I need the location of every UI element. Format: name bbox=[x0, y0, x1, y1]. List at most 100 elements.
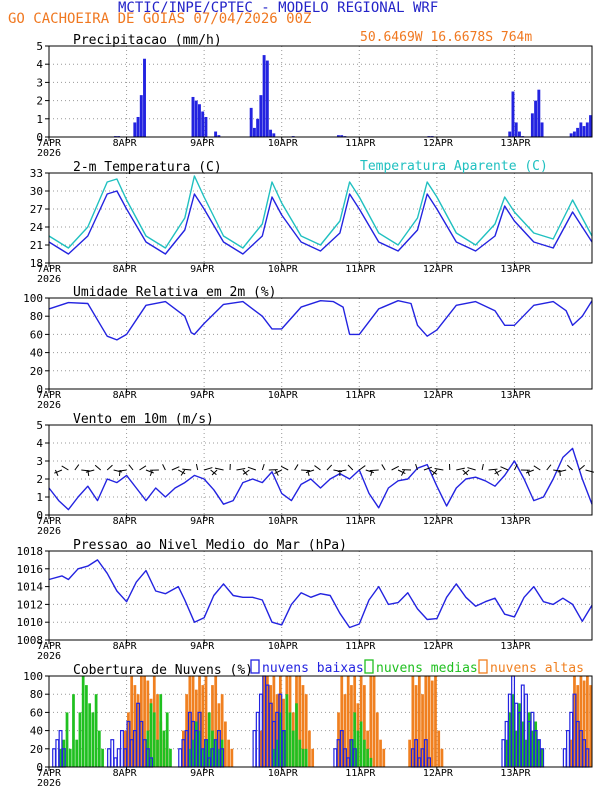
x-tick-label: 12APR bbox=[423, 516, 454, 527]
wind-arrow bbox=[195, 463, 199, 471]
precip-bar bbox=[191, 96, 195, 137]
cloud-bar-orange bbox=[372, 676, 376, 767]
wind-arrow bbox=[578, 464, 585, 471]
y-tick-label: 3 bbox=[36, 76, 43, 89]
y-tick-label: 80 bbox=[30, 310, 43, 323]
cloud-bar-green bbox=[75, 739, 79, 767]
wind-arrow bbox=[81, 469, 91, 472]
cloud-bar-orange bbox=[127, 712, 130, 767]
y-tick-label: 33 bbox=[30, 167, 43, 180]
cloud-bar-green bbox=[169, 748, 172, 767]
cloud-bar-orange bbox=[304, 694, 308, 767]
precip-bar bbox=[256, 118, 260, 137]
y-tick-label: 20 bbox=[30, 365, 43, 378]
cloud-bar-blue bbox=[333, 748, 338, 768]
precip-bar bbox=[340, 135, 344, 137]
x-tick-label: 11APR bbox=[345, 641, 376, 652]
wind-arrow bbox=[566, 464, 573, 471]
cloud-bar-green bbox=[534, 721, 538, 767]
x-tick-label: 9APR bbox=[190, 516, 215, 527]
panel-title: Vento em 10m (m/s) bbox=[73, 412, 214, 427]
y-tick-label: 1016 bbox=[17, 563, 44, 576]
precip-bar bbox=[517, 131, 521, 137]
wind-arrow bbox=[274, 469, 282, 474]
panel-title: 2-m Temperatura (C) bbox=[73, 160, 222, 175]
wind-arrow bbox=[85, 469, 95, 473]
cloud-bar-green bbox=[65, 712, 69, 767]
panel-title: Precipitacao (mm/h) bbox=[73, 33, 222, 48]
x-tick-label: 9APR bbox=[190, 264, 215, 275]
cloud-bar-orange bbox=[224, 721, 227, 767]
wind-arrow bbox=[488, 468, 498, 471]
wind-arrow bbox=[55, 469, 59, 476]
cloud-bar-orange bbox=[308, 730, 311, 767]
cloud-bar-green bbox=[68, 748, 72, 767]
wind-arrow bbox=[365, 469, 374, 474]
cloud-bar-blue bbox=[255, 711, 260, 768]
cloud-bar-orange bbox=[408, 739, 411, 767]
precip-bar bbox=[136, 116, 140, 137]
x-tick-label: 12APR bbox=[423, 264, 454, 275]
wind-arrow bbox=[54, 469, 63, 474]
y-tick-label: 3 bbox=[36, 455, 43, 468]
cloud-bar-orange bbox=[586, 676, 589, 767]
cloud-bar-green bbox=[188, 748, 192, 767]
cloud-bar-green bbox=[59, 748, 62, 767]
wind-arrow bbox=[347, 464, 354, 471]
x-tick-label: 13APR bbox=[500, 641, 531, 652]
precip-bar bbox=[579, 122, 583, 137]
cloud-bar-green bbox=[350, 739, 353, 767]
y-tick-label: 27 bbox=[30, 203, 43, 216]
wind-arrow bbox=[526, 469, 531, 476]
wind-arrow bbox=[182, 468, 192, 471]
wind-arrow bbox=[139, 465, 147, 471]
cloud-bar-green bbox=[214, 739, 218, 767]
cloud-bar-blue bbox=[113, 757, 118, 768]
precip-bar bbox=[572, 131, 576, 137]
cloud-bar-green bbox=[220, 739, 224, 767]
main-title: MCTIC/INPE/CPTEC - MODELO REGIONAL WRF bbox=[118, 0, 439, 16]
cloud-bar-blue bbox=[501, 739, 506, 768]
wind-arrow bbox=[178, 469, 186, 475]
precip-bar bbox=[589, 115, 592, 137]
precip-bar bbox=[194, 100, 198, 137]
cloud-bar-orange bbox=[201, 685, 205, 767]
temp-legend: Temperatura Aparente (C) bbox=[360, 159, 548, 174]
cloud-bar-orange bbox=[350, 685, 353, 767]
wind-arrow bbox=[500, 466, 509, 471]
cloud-bar-orange bbox=[130, 676, 134, 767]
cloud-bar-orange bbox=[346, 676, 350, 767]
wind-arrow bbox=[162, 464, 166, 471]
series-line-cyan bbox=[48, 175, 593, 249]
panel-6 bbox=[45, 675, 593, 771]
wind-arrow bbox=[180, 469, 186, 476]
precip-bar bbox=[585, 122, 589, 137]
cloud-bar-orange bbox=[411, 676, 415, 767]
precip-bar bbox=[272, 133, 276, 137]
precip-bar bbox=[582, 126, 586, 137]
panel-frame bbox=[48, 172, 593, 264]
cloud-bar-orange bbox=[579, 676, 583, 767]
x-tick-label: 12APR bbox=[423, 641, 454, 652]
cloud-bar-orange bbox=[440, 748, 444, 767]
cloud-bar-green bbox=[101, 748, 104, 767]
precip-bar bbox=[252, 127, 256, 137]
x-tick-label: 8APR bbox=[113, 641, 138, 652]
cloud-bar-orange bbox=[198, 676, 201, 767]
wind-arrow bbox=[430, 469, 437, 475]
cloud-bar-orange bbox=[214, 676, 218, 767]
x-tick-label: 10APR bbox=[268, 264, 299, 275]
wind-arrow bbox=[214, 467, 224, 471]
wind-arrow bbox=[481, 463, 484, 471]
cloud-bar-green bbox=[531, 730, 534, 767]
cloud-bar-green bbox=[508, 712, 512, 767]
cloud-bar-orange bbox=[146, 680, 150, 767]
x-tick-label: 7APR bbox=[37, 390, 62, 401]
wind-arrow bbox=[401, 469, 405, 476]
cloud-bar-blue bbox=[110, 739, 115, 768]
wind-arrow bbox=[434, 468, 444, 471]
x-tick-label: 10APR bbox=[268, 138, 299, 149]
cloud-legend-1: nuvens medias bbox=[376, 661, 478, 676]
cloud-bar-orange bbox=[421, 694, 424, 767]
wind-arrow bbox=[533, 465, 541, 471]
